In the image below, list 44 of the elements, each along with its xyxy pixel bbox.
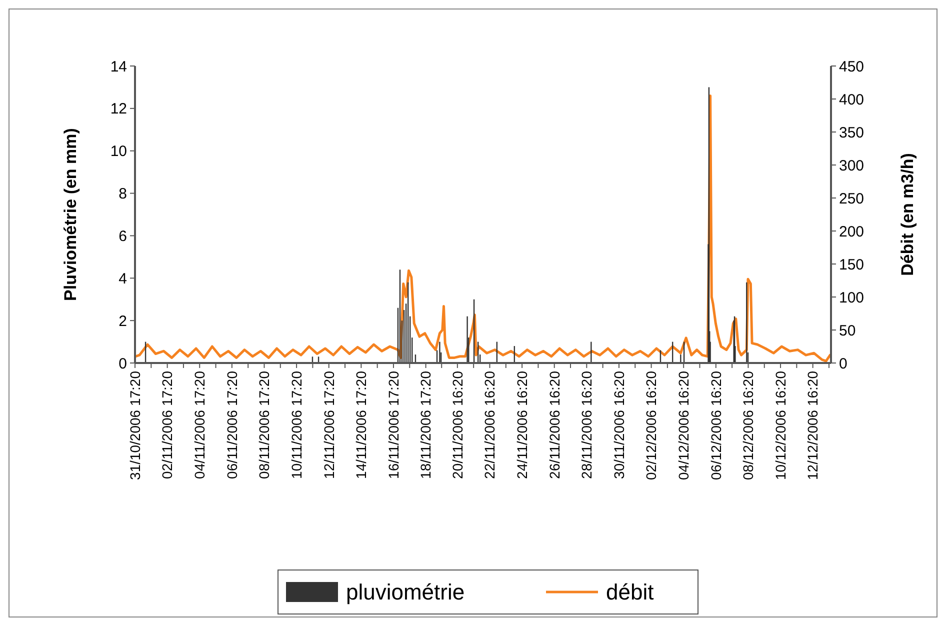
- y2-tick-label: 0: [839, 355, 848, 372]
- y-tick-label: 10: [110, 143, 127, 160]
- y-tick-label: 8: [118, 186, 127, 203]
- y-tick-label: 2: [118, 312, 127, 330]
- y2-tick-label: 250: [839, 190, 864, 208]
- y-tick-label: 0: [118, 355, 127, 372]
- y2-tick-label: 200: [839, 223, 864, 240]
- x-tick-label: 08/11/2006 17:20: [256, 370, 272, 479]
- y2-axis-title: Débit (en m3/h): [898, 153, 917, 276]
- x-tick-label: 20/11/2006 16:20: [449, 370, 466, 479]
- x-tick-label: 02/11/2006 17:20: [159, 370, 176, 479]
- x-tick-label: 31/10/2006 17:20: [126, 370, 143, 480]
- x-tick-label: 04/12/2006 16:20: [675, 370, 692, 480]
- y2-tick-label: 300: [839, 157, 864, 174]
- y2-tick-label: 100: [839, 289, 864, 306]
- y-tick-label: 12: [110, 100, 127, 118]
- x-tick-label: 06/11/2006 17:20: [224, 370, 240, 479]
- y-axis-title: Pluviométrie (en mm): [61, 128, 80, 301]
- x-tick-label: 10/12/2006 16:20: [772, 370, 788, 480]
- y-tick-label: 6: [118, 228, 127, 245]
- y-tick-label: 14: [110, 58, 127, 76]
- y2-tick-label: 400: [839, 91, 864, 108]
- x-tick-label: 30/11/2006 16:20: [610, 370, 627, 479]
- x-tick-label: 16/11/2006 17:20: [385, 370, 402, 479]
- x-tick-label: 28/11/2006 16:20: [578, 370, 595, 479]
- x-tick-label: 04/11/2006 17:20: [192, 370, 208, 479]
- y-tick-label: 4: [118, 270, 127, 288]
- x-tick-label: 02/12/2006 16:20: [643, 370, 660, 480]
- y2-tick-label: 150: [839, 256, 864, 274]
- y2-tick-label: 350: [839, 124, 864, 142]
- y2-tick-label: 450: [839, 58, 864, 76]
- x-tick-label: 10/11/2006 17:20: [288, 370, 304, 479]
- x-tick-label: 14/11/2006 17:20: [353, 370, 370, 479]
- x-tick-label: 18/11/2006 17:20: [418, 370, 434, 479]
- x-tick-label: 12/12/2006 16:20: [804, 370, 821, 480]
- x-tick-label: 06/12/2006 16:20: [708, 370, 724, 480]
- x-tick-label: 12/11/2006 17:20: [320, 370, 337, 479]
- legend-label: débit: [606, 580, 654, 605]
- x-tick-label: 24/11/2006 16:20: [514, 370, 530, 479]
- x-tick-label: 26/11/2006 16:20: [546, 370, 562, 479]
- x-tick-label: 08/12/2006 16:20: [740, 370, 756, 480]
- y2-tick-label: 50: [839, 322, 856, 340]
- x-tick-label: 22/11/2006 16:20: [482, 370, 498, 479]
- legend-label: pluviométrie: [346, 580, 465, 605]
